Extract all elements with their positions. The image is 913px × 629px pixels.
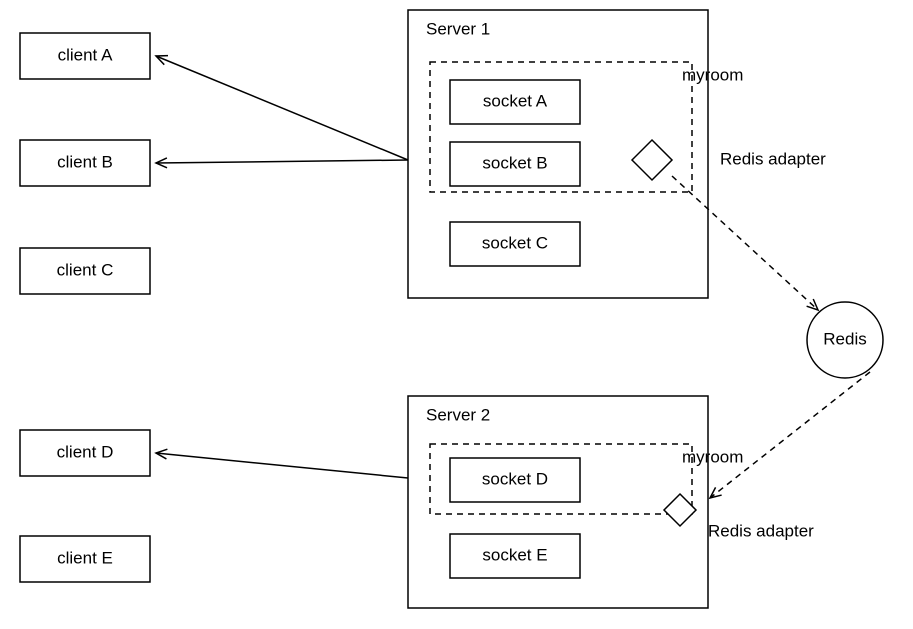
arrow-dashed-1 bbox=[710, 372, 870, 498]
arrow-solid-0 bbox=[156, 56, 408, 160]
client-b-label: client B bbox=[57, 152, 113, 171]
redis-label: Redis bbox=[823, 329, 866, 348]
client-d-label: client D bbox=[57, 442, 114, 461]
server-2-adapter-label: Redis adapter bbox=[708, 521, 814, 540]
socket-c-label: socket C bbox=[482, 233, 548, 252]
socket-b-label: socket B bbox=[482, 153, 547, 172]
client-c-label: client C bbox=[57, 260, 114, 279]
socket-a-label: socket A bbox=[483, 91, 548, 110]
server-1-room-label: myroom bbox=[682, 65, 743, 84]
server-2-room-label: myroom bbox=[682, 447, 743, 466]
arrow-solid-2 bbox=[156, 453, 408, 478]
server-1-label: Server 1 bbox=[426, 19, 490, 38]
socket-d-label: socket D bbox=[482, 469, 548, 488]
client-a-label: client A bbox=[58, 45, 113, 64]
arrow-solid-1 bbox=[156, 160, 408, 163]
server-2-label: Server 2 bbox=[426, 405, 490, 424]
client-e-label: client E bbox=[57, 548, 113, 567]
socket-e-label: socket E bbox=[482, 545, 547, 564]
server-1-adapter-label: Redis adapter bbox=[720, 149, 826, 168]
